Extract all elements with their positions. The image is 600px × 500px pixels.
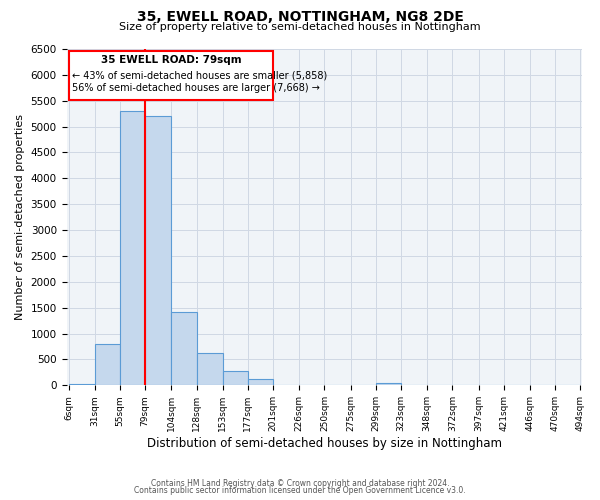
- Bar: [223, 372, 248, 386]
- X-axis label: Distribution of semi-detached houses by size in Nottingham: Distribution of semi-detached houses by …: [147, 437, 502, 450]
- Bar: [248, 380, 273, 386]
- Text: 35, EWELL ROAD, NOTTINGHAM, NG8 2DE: 35, EWELL ROAD, NOTTINGHAM, NG8 2DE: [137, 10, 463, 24]
- Text: Contains public sector information licensed under the Open Government Licence v3: Contains public sector information licen…: [134, 486, 466, 495]
- Bar: [95, 344, 120, 386]
- Bar: [376, 383, 401, 386]
- Bar: [120, 110, 145, 386]
- Bar: [172, 312, 197, 386]
- Text: Size of property relative to semi-detached houses in Nottingham: Size of property relative to semi-detach…: [119, 22, 481, 32]
- FancyBboxPatch shape: [68, 50, 273, 100]
- Bar: [68, 384, 95, 386]
- Bar: [145, 116, 172, 386]
- Text: Contains HM Land Registry data © Crown copyright and database right 2024.: Contains HM Land Registry data © Crown c…: [151, 478, 449, 488]
- Bar: [197, 352, 223, 386]
- Text: ← 43% of semi-detached houses are smaller (5,858): ← 43% of semi-detached houses are smalle…: [72, 71, 327, 81]
- Y-axis label: Number of semi-detached properties: Number of semi-detached properties: [15, 114, 25, 320]
- Text: 35 EWELL ROAD: 79sqm: 35 EWELL ROAD: 79sqm: [101, 55, 241, 65]
- Text: 56% of semi-detached houses are larger (7,668) →: 56% of semi-detached houses are larger (…: [72, 84, 320, 94]
